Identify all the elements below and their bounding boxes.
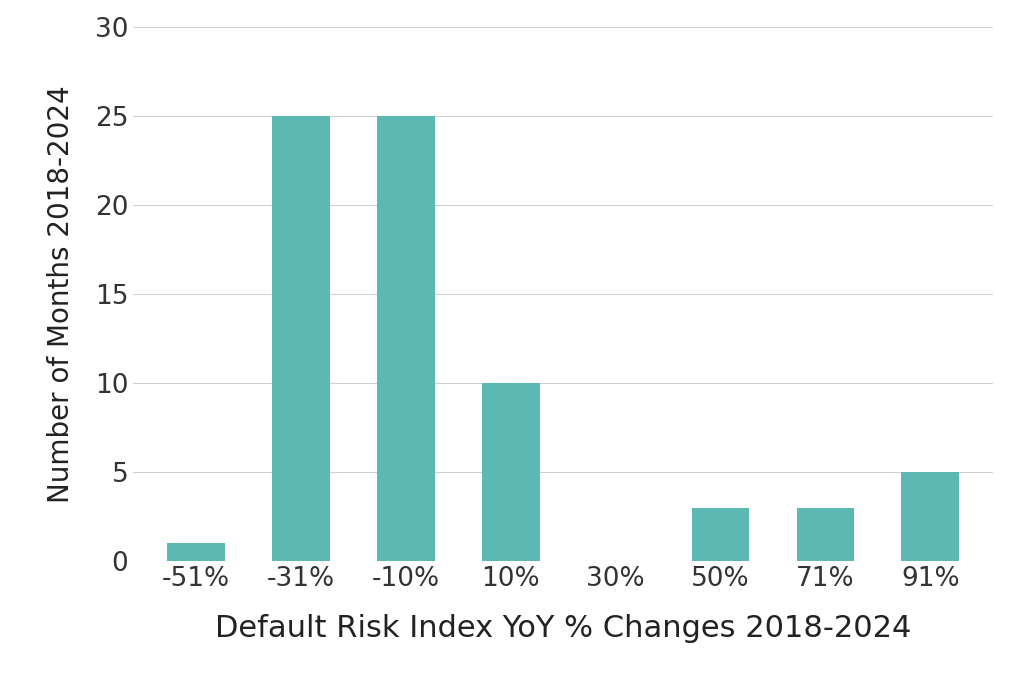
Bar (691, 508, 750, 561)
Bar (272, 116, 330, 561)
Bar (797, 508, 854, 561)
Bar (482, 383, 540, 561)
Bar (377, 116, 435, 561)
X-axis label: Default Risk Index YoY % Changes 2018-2024: Default Risk Index YoY % Changes 2018-20… (215, 614, 911, 643)
Bar (901, 472, 959, 561)
Y-axis label: Number of Months 2018-2024: Number of Months 2018-2024 (47, 86, 76, 503)
Bar (167, 543, 225, 561)
